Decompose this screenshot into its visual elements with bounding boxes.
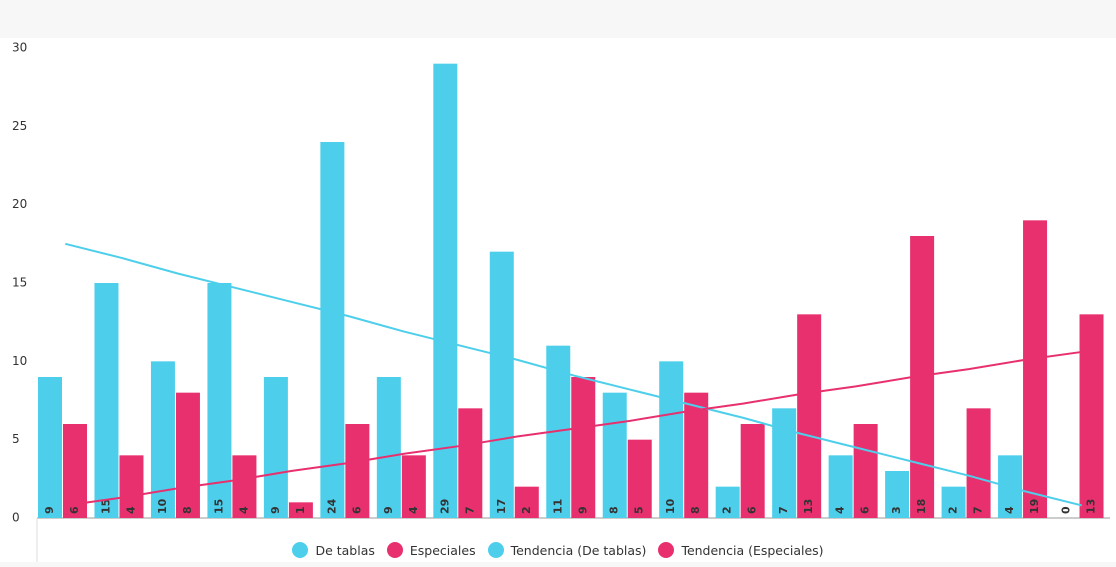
bar [119, 455, 144, 518]
legend-marker [386, 542, 403, 558]
value-label: 4 [124, 506, 137, 514]
value-label: 19 [1028, 499, 1041, 514]
value-label: 7 [777, 506, 790, 514]
legend-label: Tendencia (De tablas) [510, 542, 647, 558]
legend-item[interactable]: Tendencia (De tablas) [487, 542, 647, 558]
legend-label: Especiales [409, 542, 476, 558]
value-label: 8 [608, 506, 621, 514]
bar [150, 361, 175, 518]
value-label: 1 [294, 506, 307, 514]
bar [797, 314, 822, 518]
y-tick-label: 10 [12, 354, 27, 368]
bar [740, 424, 765, 518]
bar [941, 486, 966, 518]
trend-line [65, 350, 1082, 507]
bar [885, 471, 910, 518]
value-label: 15 [212, 499, 225, 514]
value-label: 9 [269, 506, 282, 514]
bar [571, 377, 596, 518]
value-label: 6 [350, 506, 363, 514]
trend-line [64, 242, 1083, 507]
bar [514, 486, 539, 518]
bar [684, 392, 709, 518]
value-label: 6 [746, 506, 759, 514]
value-label: 9 [576, 506, 589, 514]
bar [772, 408, 797, 518]
bar [345, 424, 370, 518]
bar [602, 392, 627, 518]
y-tick-label: 30 [12, 41, 27, 55]
value-label: 7 [972, 506, 985, 514]
bar [207, 283, 232, 518]
value-label: 13 [802, 499, 815, 514]
bar [715, 486, 740, 518]
value-label: 9 [43, 506, 56, 514]
value-label: 15 [99, 499, 112, 514]
bar [376, 377, 401, 518]
bar [458, 408, 483, 518]
value-label: 5 [633, 506, 646, 514]
bar [175, 392, 200, 518]
value-label: 24 [325, 498, 338, 514]
bar [1023, 220, 1048, 519]
legend-label: Tendencia (Especiales) [681, 542, 824, 558]
bar [853, 424, 878, 518]
value-label: 29 [438, 499, 451, 514]
legend-marker [487, 542, 504, 558]
bar [433, 63, 458, 519]
legend-item[interactable]: Tendencia (Especiales) [658, 542, 824, 558]
bar [38, 377, 62, 518]
legend-item[interactable]: De tablas [292, 542, 375, 558]
value-label: 8 [181, 506, 194, 514]
value-label: 4 [1003, 506, 1016, 514]
chart-area: 0 5 10 15 20 25 30 9 15 10 15 9 24 9 29 17 11 8 10 2 7 4 3 2 4 0 6… [0, 38, 1116, 562]
legend-marker [658, 542, 675, 558]
value-label: 0 [1060, 506, 1073, 514]
y-tick-label: 0 [12, 511, 20, 525]
bar [232, 455, 257, 518]
y-tick-label: 20 [12, 197, 27, 211]
value-label: 10 [156, 498, 169, 514]
value-label: 11 [551, 499, 564, 514]
value-label: 17 [495, 499, 508, 514]
value-label: 10 [664, 498, 677, 514]
bar [828, 455, 853, 518]
legend-marker [292, 542, 309, 558]
value-label: 6 [859, 506, 872, 514]
value-label: 2 [520, 506, 533, 514]
value-label: 4 [834, 506, 847, 514]
bar [1079, 314, 1104, 518]
value-label: 4 [407, 506, 420, 514]
bar [401, 455, 426, 518]
value-label: 7 [463, 506, 476, 514]
y-tick-label: 25 [12, 119, 27, 133]
legend-item[interactable]: Especiales [386, 542, 476, 558]
value-label: 2 [721, 506, 734, 514]
value-label: 3 [890, 506, 903, 514]
value-label: 18 [915, 499, 928, 514]
y-tick-label: 15 [12, 276, 27, 290]
bar [966, 408, 991, 518]
value-label: 2 [947, 506, 960, 514]
bar [263, 377, 288, 518]
bar [288, 502, 313, 518]
value-label: 4 [237, 506, 250, 514]
bar [94, 283, 119, 518]
bar [659, 361, 684, 518]
legend: De tablas Especiales Tendencia (De tablas)… [0, 542, 1116, 558]
value-label: 6 [68, 506, 81, 514]
y-tick-label: 5 [12, 432, 20, 446]
bar [489, 251, 514, 518]
bar [627, 439, 652, 518]
bar [320, 142, 345, 518]
value-label: 9 [382, 506, 395, 514]
value-label: 8 [689, 506, 702, 514]
value-label: 13 [1085, 499, 1098, 514]
legend-label: De tablas [315, 542, 375, 558]
